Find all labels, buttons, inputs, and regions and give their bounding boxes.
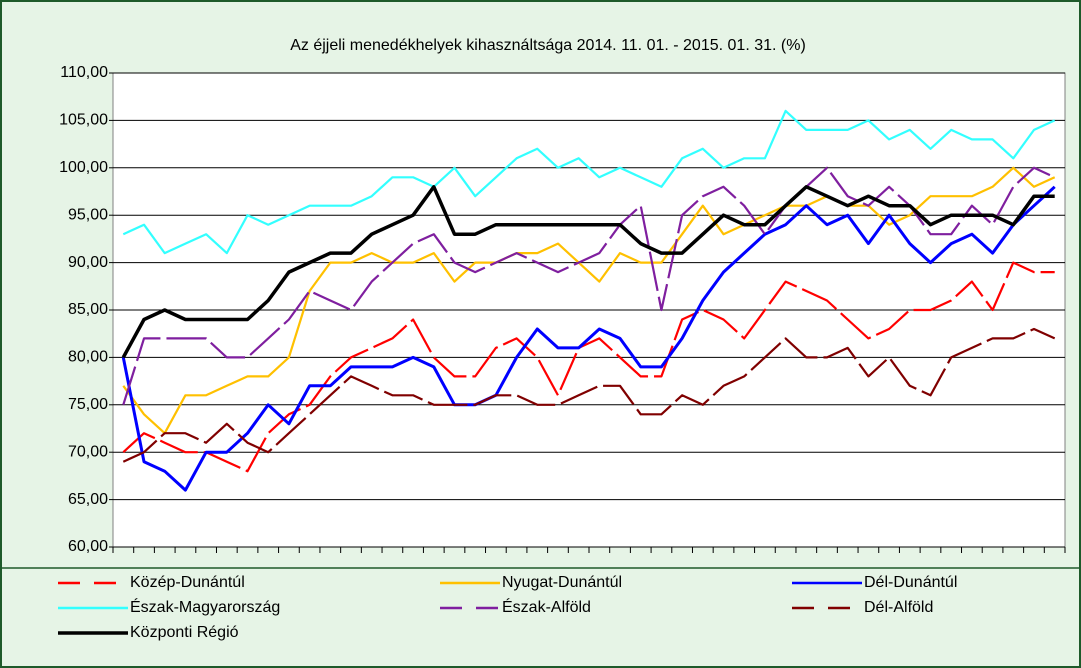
series-line: [122, 327, 1056, 463]
lines: [121, 109, 1056, 492]
y-tick-label: 100,00: [59, 159, 108, 176]
y-tick-label: 90,00: [68, 254, 108, 271]
legend-label: Észak-Magyarország: [130, 597, 280, 616]
series-line: [122, 166, 1056, 435]
legend-label: Központi Régió: [130, 624, 239, 641]
series-line: [121, 185, 1055, 359]
y-tick-label: 85,00: [68, 301, 108, 318]
y-tick-label: 70,00: [68, 443, 108, 460]
legend-label: Közép-Dunántúl: [130, 574, 245, 591]
y-tick-label: 110,00: [60, 64, 108, 81]
series-line: [122, 166, 1056, 406]
series-line: [122, 261, 1055, 473]
series-line: [122, 109, 1056, 255]
legend-label: Dél-Dunántúl: [864, 574, 957, 591]
y-tick-label: 75,00: [68, 396, 108, 413]
grid: 60,00 65,00 70,00 75,00 80,00 85,00 90,00 95,00…: [59, 64, 1066, 555]
legend-label: Dél-Alföld: [864, 599, 933, 616]
legend-label: Észak-Alföld: [502, 597, 591, 616]
series-line: [121, 185, 1056, 492]
y-tick-label: 80,00: [68, 349, 108, 366]
y-tick-label: 60,00: [68, 538, 108, 555]
legend: Közép-Dunántúl Nyugat-Dunántúl Dél-Dunántú…: [58, 574, 957, 641]
legend-label: Nyugat-Dunántúl: [502, 574, 622, 591]
y-tick-label: 105,00: [59, 112, 108, 129]
chart-title: Az éjjeli menedékhelyek kihasználtsága 2…: [290, 37, 806, 54]
y-tick-label: 95,00: [68, 206, 108, 223]
y-tick-label: 65,00: [68, 491, 108, 508]
